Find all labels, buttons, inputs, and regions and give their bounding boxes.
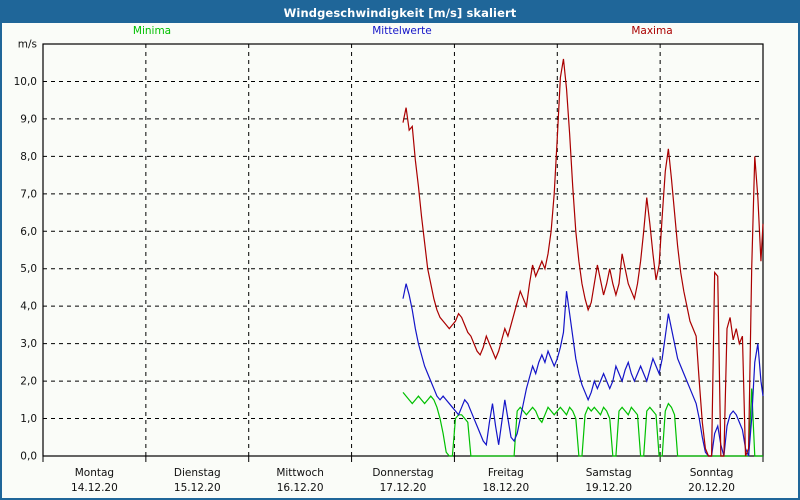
y-axis-tick-label: 8,0: [20, 151, 37, 163]
legend-item-minima: Minima: [2, 25, 302, 37]
legend-label-maxima: Maxima: [631, 25, 673, 37]
day-date: 18.12.20: [482, 482, 530, 494]
y-axis-tick-label: 6,0: [20, 226, 37, 238]
x-axis-day-label: Mittwoch 16.12.20: [240, 466, 360, 496]
legend-item-mittelwerte: Mittelwerte: [252, 25, 552, 37]
day-name: Dienstag: [173, 467, 221, 479]
y-axis-tick-label: 5,0: [20, 263, 37, 275]
x-axis-labels: Montag 14.12.20 Dienstag 15.12.20 Mittwoch 16…: [2, 462, 798, 500]
x-axis-day-label: Donnerstag 17.12.20: [343, 466, 463, 496]
series-line-minima: [402, 388, 763, 457]
series-line-mittelwerte: [402, 283, 764, 457]
x-axis-day-label: Freitag 18.12.20: [446, 466, 566, 496]
y-axis-tick-label: 1,0: [20, 413, 37, 425]
y-axis-tick-label: 10,0: [14, 76, 37, 88]
day-name: Samstag: [585, 467, 632, 479]
x-axis-day-label: Samstag 19.12.20: [549, 466, 669, 496]
y-axis-tick-label: 4,0: [20, 301, 37, 313]
day-date: 16.12.20: [276, 482, 324, 494]
window-title-bar: Windgeschwindigkeit [m/s] skaliert: [2, 2, 798, 23]
series-line-maxima: [402, 58, 764, 457]
data-series-group: [402, 58, 764, 457]
day-name: Donnerstag: [372, 467, 434, 479]
y-axis-tick-label: 2,0: [20, 376, 37, 388]
plot-area: 0,0 1,0 2,0 3,0 4,0 5,0 6,0 7,0 8,0 9,0 10,0 m/s: [2, 38, 798, 462]
wind-speed-chart: 0,0 1,0 2,0 3,0 4,0 5,0 6,0 7,0 8,0 9,0 10,0 m/s: [14, 39, 764, 463]
x-axis-ticks: [42, 456, 764, 462]
x-axis-day-label: Montag 14.12.20: [34, 466, 154, 496]
day-date: 20.12.20: [688, 482, 735, 494]
y-axis-tick-label: 3,0: [20, 338, 37, 350]
day-date: 17.12.20: [379, 482, 427, 494]
day-date: 14.12.20: [71, 482, 118, 494]
y-axis-tick-labels: 0,0 1,0 2,0 3,0 4,0 5,0 6,0 7,0 8,0 9,0 10,0 m/s: [14, 39, 37, 463]
legend-label-minima: Minima: [132, 25, 172, 37]
x-axis-day-label: Dienstag 15.12.20: [137, 466, 257, 496]
day-date: 15.12.20: [173, 482, 221, 494]
x-axis-day-label: Sonntag 20.12.20: [652, 466, 772, 496]
legend-label-mittelwerte: Mittelwerte: [372, 25, 432, 37]
day-name: Montag: [74, 467, 115, 479]
day-name: Sonntag: [689, 467, 734, 479]
y-axis-tick-label: 9,0: [20, 113, 37, 125]
window-title: Windgeschwindigkeit [m/s] skaliert: [283, 5, 517, 20]
legend-item-maxima: Maxima: [502, 25, 800, 37]
day-name: Mittwoch: [276, 467, 324, 479]
grid-lines: [43, 43, 763, 457]
plot-border: [42, 43, 764, 457]
y-axis-unit-label: m/s: [18, 39, 37, 51]
day-name: Freitag: [487, 467, 524, 479]
y-axis-tick-label: 0,0: [20, 451, 37, 463]
day-date: 19.12.20: [585, 482, 633, 494]
y-axis-tick-label: 7,0: [20, 188, 37, 200]
